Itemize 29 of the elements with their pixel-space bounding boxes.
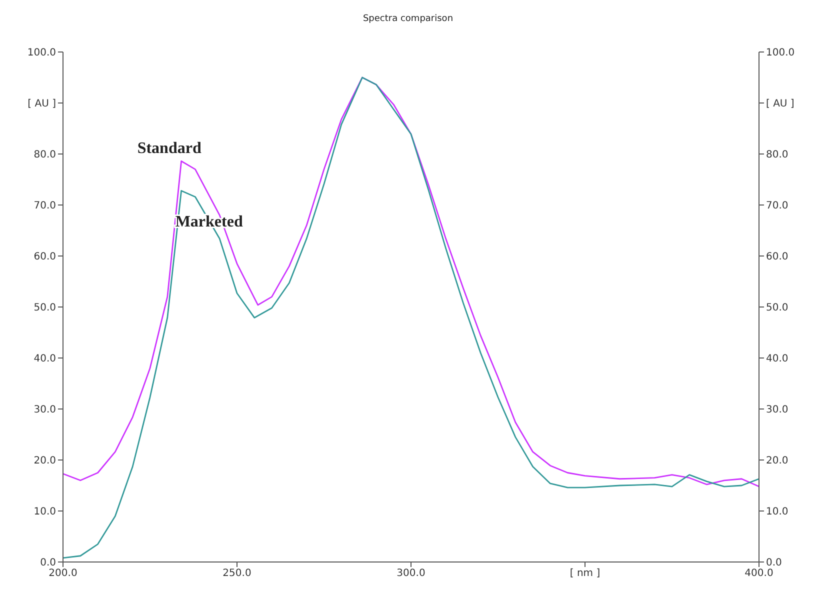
y-tick-label: 70.0 — [34, 200, 56, 212]
y-tick-label: 80.0 — [34, 150, 56, 161]
y2-tick-label: 50.0 — [766, 302, 788, 314]
y-tick-label: [ AU ] — [28, 98, 56, 110]
x-tick-label: 400.0 — [744, 568, 774, 580]
y-tick-label: 50.0 — [34, 302, 56, 314]
x-tick-label: 250.0 — [222, 568, 252, 580]
y-tick-label: 0.0 — [40, 558, 56, 569]
y-tick-label: 20.0 — [34, 456, 56, 467]
y2-tick-label: [ AU ] — [766, 98, 794, 110]
y2-tick-label: 30.0 — [766, 404, 788, 416]
y2-tick-label: 70.0 — [766, 200, 788, 212]
y-tick-label: 10.0 — [34, 506, 56, 518]
x-tick-label: 300.0 — [396, 568, 426, 580]
y2-tick-label: 40.0 — [766, 354, 788, 365]
chart-title: Spectra comparison — [362, 14, 454, 24]
y2-tick-label: 100.0 — [766, 48, 795, 59]
y2-tick-label: 10.0 — [766, 506, 788, 518]
x-tick-label: [ nm ] — [570, 568, 600, 580]
series-label: Standard — [137, 140, 202, 158]
y-tick-label: 60.0 — [34, 252, 56, 263]
y-tick-label: 40.0 — [34, 354, 56, 365]
y-tick-label: 30.0 — [34, 404, 56, 416]
y2-tick-label: 60.0 — [766, 252, 788, 263]
x-tick-label: 200.0 — [48, 568, 78, 580]
y-tick-label: 100.0 — [27, 48, 56, 59]
y2-tick-label: 20.0 — [766, 456, 788, 467]
y2-tick-label: 0.0 — [766, 558, 782, 569]
y2-tick-label: 80.0 — [766, 150, 788, 161]
